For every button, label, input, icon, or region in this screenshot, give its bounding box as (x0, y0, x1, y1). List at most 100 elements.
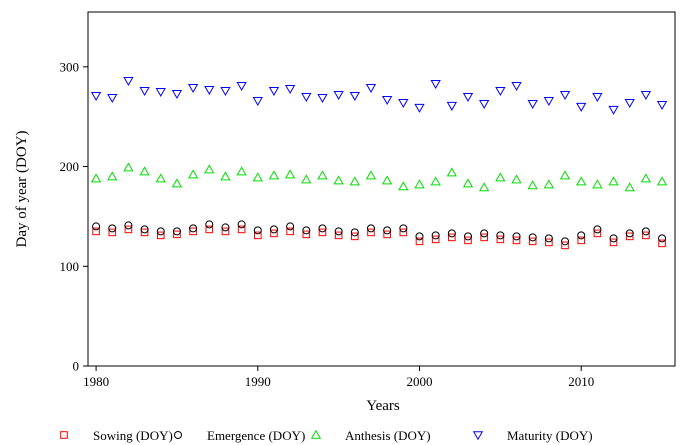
data-point (156, 231, 165, 240)
data-point (464, 232, 473, 241)
data-point (204, 164, 215, 174)
data-point (286, 222, 295, 231)
data-point (351, 232, 359, 241)
legend-marker (472, 431, 484, 441)
data-point (123, 162, 134, 172)
data-point (559, 170, 571, 180)
data-point (317, 93, 328, 103)
legend-marker (60, 431, 68, 439)
data-point (592, 179, 603, 189)
data-point (107, 171, 118, 181)
data-point (139, 86, 150, 96)
legend-marker (174, 431, 182, 439)
data-point (365, 83, 377, 93)
data-point (268, 86, 280, 96)
y-tick-label: 100 (60, 259, 80, 274)
data-point (350, 228, 359, 237)
data-point (593, 229, 602, 238)
data-point (220, 171, 231, 181)
data-point (447, 229, 456, 238)
data-point (270, 229, 278, 238)
series-triangle-up (90, 162, 668, 192)
data-point (577, 231, 586, 240)
data-point (446, 101, 458, 111)
axes: 1980 1990 2000 2010 0 100 200 300 (60, 59, 595, 389)
data-point (349, 176, 360, 186)
data-point (642, 231, 650, 240)
data-point (479, 99, 490, 109)
legend-item: Maturity (DOY) (472, 428, 593, 443)
data-point (462, 92, 474, 102)
data-point (204, 85, 215, 95)
data-point (90, 91, 102, 101)
data-point (221, 223, 230, 232)
x-axis-title: Years (366, 398, 400, 414)
data-point (528, 233, 537, 242)
data-point (301, 92, 312, 102)
data-point (527, 99, 538, 109)
data-point (156, 227, 165, 236)
y-tick-label: 0 (73, 359, 80, 374)
plot-frame (87, 11, 676, 367)
legend-label: Anthesis (DOY) (345, 428, 431, 443)
data-point (90, 173, 102, 183)
data-point (334, 231, 343, 240)
data-point (205, 225, 214, 234)
data-point (381, 175, 393, 185)
data-point (608, 176, 619, 186)
data-point (511, 81, 522, 91)
data-point (318, 224, 327, 233)
data-point (545, 238, 553, 247)
data-point (625, 229, 634, 238)
series-circle (92, 220, 667, 246)
data-point (317, 170, 328, 180)
data-point (155, 87, 166, 97)
data-point (415, 237, 424, 246)
data-point (302, 230, 311, 239)
data-point (414, 179, 425, 189)
data-point (576, 102, 587, 112)
legend-item: Sowing (DOY) (60, 428, 173, 443)
data-point (561, 237, 570, 246)
data-point (108, 224, 117, 233)
data-point (480, 233, 488, 242)
data-point (511, 174, 522, 184)
data-point (431, 231, 440, 240)
legend-label: Sowing (DOY) (93, 428, 173, 443)
data-point (301, 174, 312, 184)
data-point (528, 237, 537, 246)
data-point (543, 96, 555, 106)
data-point (608, 105, 619, 115)
data-point (609, 234, 618, 243)
data-point (527, 180, 538, 190)
x-tick-label: 1990 (245, 374, 271, 389)
data-point (658, 239, 666, 248)
data-point (430, 79, 441, 90)
data-point (108, 228, 117, 237)
data-point (624, 98, 635, 108)
data-point (480, 229, 489, 238)
data-point (205, 220, 214, 229)
data-point (383, 230, 391, 239)
data-point (381, 95, 393, 105)
data-point (333, 175, 344, 185)
data-point (366, 224, 375, 233)
data-point (430, 176, 441, 186)
data-point (284, 169, 296, 179)
data-point (268, 170, 280, 180)
series-triangle-down (90, 77, 668, 115)
legend-label: Maturity (DOY) (507, 428, 593, 443)
data-point (284, 84, 296, 94)
data-point (189, 227, 197, 236)
data-point (609, 238, 618, 247)
data-point (92, 227, 100, 236)
legend-marker (310, 429, 322, 439)
data-point (543, 179, 555, 189)
data-point (640, 90, 652, 100)
data-point (253, 231, 262, 240)
data-point (446, 167, 458, 177)
data-point (398, 181, 409, 191)
data-point (220, 86, 231, 96)
data-point (349, 91, 360, 101)
legend-label: Emergence (DOY) (207, 428, 305, 443)
